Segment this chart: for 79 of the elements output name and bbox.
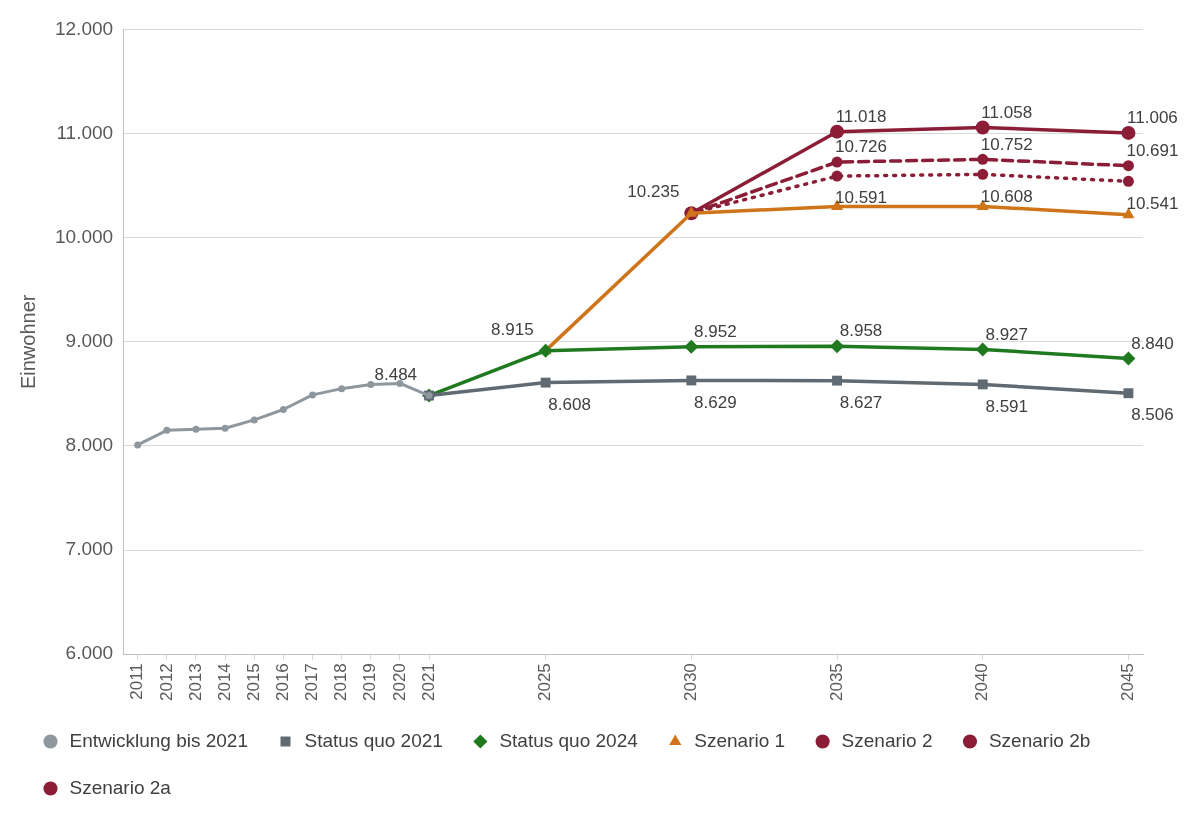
data-label: 8.927 bbox=[985, 324, 1029, 344]
point bbox=[338, 385, 346, 393]
data-label: 8.506 bbox=[1131, 405, 1174, 425]
x-tick-label: 2012 bbox=[156, 663, 176, 702]
y-tick-label: 8.000 bbox=[65, 434, 114, 456]
x-tick-label: 2020 bbox=[389, 663, 409, 702]
point bbox=[309, 391, 317, 399]
x-tick-label: 2018 bbox=[331, 663, 351, 702]
point bbox=[279, 405, 287, 413]
x-tick-label: 2035 bbox=[826, 663, 846, 702]
data-label: 8.608 bbox=[548, 394, 591, 414]
y-tick-label: 9.000 bbox=[65, 330, 114, 352]
legend-label: Status quo 2024 bbox=[499, 729, 639, 751]
data-label: 10.591 bbox=[835, 188, 888, 208]
x-tick-label: 2011 bbox=[127, 663, 147, 700]
x-tick-label: 2040 bbox=[972, 663, 992, 702]
y-tick-label: 7.000 bbox=[65, 538, 114, 560]
point bbox=[540, 377, 551, 388]
data-label: 10.541 bbox=[1126, 193, 1179, 213]
data-label: 11.058 bbox=[981, 102, 1033, 122]
point bbox=[831, 170, 843, 182]
point bbox=[831, 156, 843, 168]
data-label: 10.235 bbox=[627, 182, 680, 202]
point bbox=[1121, 351, 1136, 366]
data-label: 10.726 bbox=[835, 137, 888, 157]
legend-label: Entwicklung bis 2021 bbox=[69, 729, 248, 751]
x-tick-label: 2016 bbox=[273, 663, 293, 702]
point bbox=[1122, 175, 1134, 187]
x-tick-label: 2025 bbox=[535, 663, 555, 702]
legend-label: Status quo 2021 bbox=[304, 729, 443, 751]
data-label: 8.591 bbox=[985, 396, 1029, 416]
x-tick-label: 2013 bbox=[185, 663, 205, 702]
legend-label: Szenario 2 bbox=[841, 729, 933, 751]
point bbox=[830, 124, 845, 139]
point bbox=[830, 339, 845, 354]
x-tick-label: 2030 bbox=[681, 663, 701, 702]
point bbox=[977, 168, 989, 180]
data-label: 11.018 bbox=[835, 106, 887, 126]
x-tick-label: 2019 bbox=[360, 663, 380, 702]
data-label: 8.484 bbox=[374, 364, 418, 384]
point bbox=[975, 120, 990, 135]
x-tick-label: 2021 bbox=[418, 663, 438, 702]
x-tick-label: 2045 bbox=[1118, 663, 1138, 702]
point bbox=[192, 425, 200, 433]
legend-label: Szenario 1 bbox=[694, 729, 786, 751]
point bbox=[684, 339, 699, 354]
point bbox=[977, 153, 989, 165]
y-tick-label: 12.000 bbox=[54, 17, 114, 39]
point bbox=[1121, 125, 1136, 140]
point bbox=[134, 441, 142, 449]
data-label: 10.752 bbox=[980, 134, 1033, 154]
point bbox=[1122, 160, 1134, 172]
x-tick-label: 2017 bbox=[302, 663, 322, 702]
legend-label: Szenario 2b bbox=[988, 729, 1091, 751]
data-label: 8.840 bbox=[1131, 333, 1174, 353]
x-tick-label: 2015 bbox=[243, 663, 263, 702]
y-tick-label: 10.000 bbox=[54, 225, 114, 247]
data-label: 10.608 bbox=[980, 186, 1033, 206]
point bbox=[832, 375, 842, 386]
data-label: 8.958 bbox=[839, 321, 883, 341]
data-label: 8.629 bbox=[694, 392, 737, 412]
data-label: 10.691 bbox=[1126, 140, 1179, 160]
y-tick-label: 6.000 bbox=[65, 642, 114, 664]
x-tick-label: 2014 bbox=[214, 663, 234, 702]
point bbox=[163, 426, 171, 434]
y-tick-label: 11.000 bbox=[56, 121, 114, 143]
data-label: 8.952 bbox=[694, 321, 737, 341]
point bbox=[1123, 388, 1134, 399]
y-axis-title: Einwohner bbox=[16, 294, 39, 390]
data-label: 11.006 bbox=[1127, 108, 1178, 128]
data-label: 8.627 bbox=[839, 392, 883, 412]
point bbox=[367, 380, 375, 388]
point bbox=[221, 424, 229, 432]
data-label: 8.915 bbox=[491, 319, 534, 339]
point bbox=[977, 379, 988, 390]
point bbox=[250, 416, 258, 424]
point bbox=[975, 342, 990, 357]
legend-label: Szenario 2a bbox=[69, 776, 172, 798]
point bbox=[686, 375, 697, 386]
